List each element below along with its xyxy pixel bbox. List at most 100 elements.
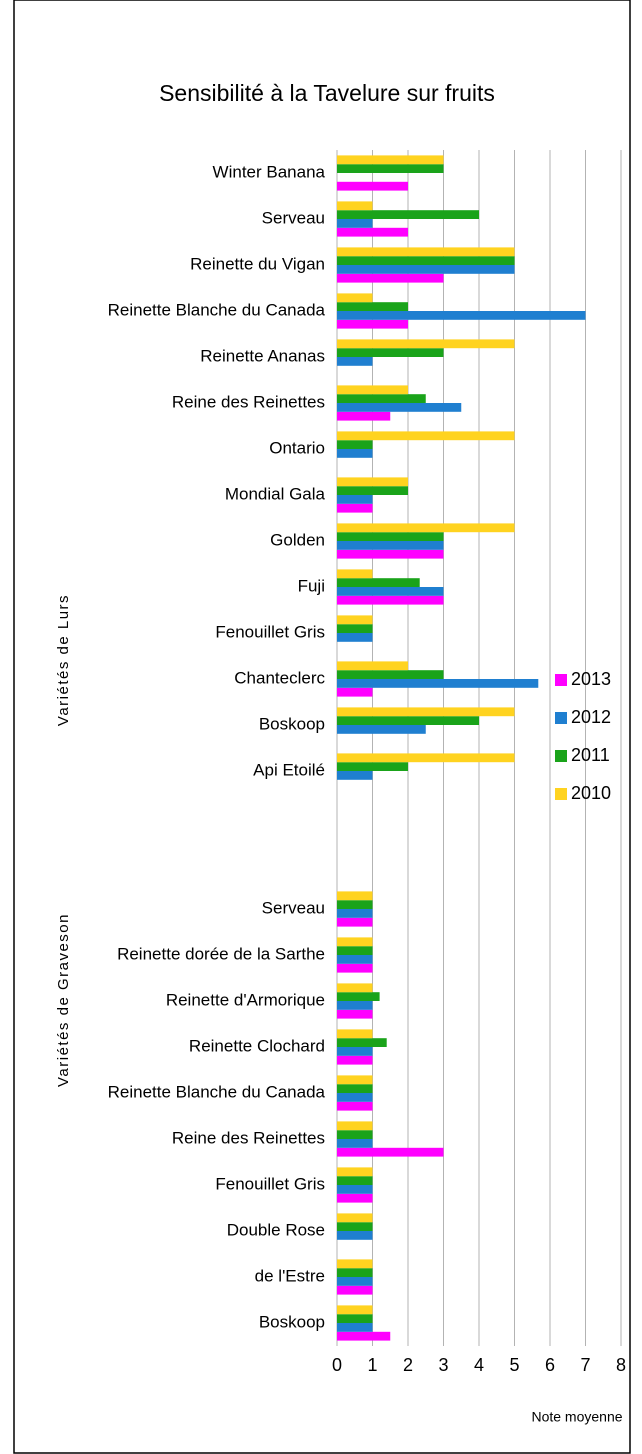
y-tick-label: Fuji [298, 576, 325, 595]
x-tick-label: 7 [580, 1355, 590, 1375]
y-tick-label: Reine des Reinettes [172, 1128, 325, 1147]
y-tick-label: Reinette Clochard [189, 1036, 325, 1055]
bar [337, 1101, 373, 1111]
y-tick-label: Reinette Blanche du Canada [108, 300, 326, 319]
y-tick-label: Winter Banana [213, 162, 326, 181]
x-tick-label: 3 [438, 1355, 448, 1375]
bar [337, 946, 373, 955]
x-tick-label: 0 [332, 1355, 342, 1375]
y-tick-label: Reinette d'Armorique [166, 990, 325, 1009]
bar [337, 937, 373, 947]
bar [337, 1009, 373, 1019]
bar [337, 1001, 373, 1010]
x-tick-label: 8 [616, 1355, 626, 1375]
bar [337, 1055, 373, 1065]
bar [337, 440, 373, 449]
bar [337, 549, 444, 559]
y-tick-label: Golden [270, 530, 325, 549]
legend-label: 2010 [571, 783, 611, 803]
bar [337, 273, 444, 283]
bar [337, 477, 408, 487]
bar [337, 348, 444, 357]
bar [337, 541, 444, 550]
x-tick-label: 2 [403, 1355, 413, 1375]
y-tick-label: Reine des Reinettes [172, 392, 325, 411]
bar [337, 615, 373, 625]
legend-swatch [555, 674, 567, 686]
bar [337, 909, 373, 918]
legend-label: 2013 [571, 669, 611, 689]
bar [337, 256, 515, 265]
bar [337, 1259, 373, 1269]
bar [337, 394, 426, 403]
y-tick-label: Serveau [262, 898, 325, 917]
y-tick-label: Fenouillet Gris [215, 622, 325, 641]
x-axis-label: Note moyenne [531, 1409, 622, 1425]
bar [337, 1139, 373, 1148]
bar [337, 523, 515, 533]
legend-swatch [555, 712, 567, 724]
y-tick-label: Api Etoilé [253, 760, 325, 779]
bar [337, 707, 515, 717]
bar [337, 1185, 373, 1194]
bar [337, 403, 462, 412]
bar [337, 293, 373, 303]
y-tick-label: Mondial Gala [225, 484, 326, 503]
bar [337, 181, 408, 191]
bar [337, 955, 373, 964]
legend-label: 2011 [571, 745, 610, 765]
bar [337, 687, 373, 697]
frame [13, 0, 631, 1454]
bar [337, 311, 586, 320]
y-tick-label: Fenouillet Gris [215, 1174, 325, 1193]
bar [337, 265, 515, 274]
bar [337, 1029, 373, 1039]
bar [337, 891, 373, 901]
y-tick-label: Chanteclerc [234, 668, 325, 687]
bar [337, 661, 408, 671]
bar [337, 587, 444, 596]
bar [337, 219, 373, 228]
bar [337, 1193, 373, 1203]
bar [337, 569, 373, 579]
bar [337, 532, 444, 541]
bar [337, 1268, 373, 1277]
group-label: Variétés de Graveson [55, 913, 72, 1087]
bar [337, 431, 515, 441]
bar [337, 917, 373, 927]
bar [337, 1277, 373, 1286]
bar [337, 595, 444, 605]
x-tick-label: 1 [367, 1355, 377, 1375]
bar [337, 1084, 373, 1093]
y-tick-label: Boskoop [259, 1312, 325, 1331]
bar [337, 357, 373, 366]
bar [337, 164, 444, 173]
bar [337, 900, 373, 909]
bar [337, 1231, 373, 1240]
y-tick-label: Reinette du Vigan [190, 254, 325, 273]
bar [337, 302, 408, 311]
bar [337, 1314, 373, 1323]
bar [337, 1323, 373, 1332]
bar [337, 411, 391, 421]
y-tick-label: Ontario [269, 438, 325, 457]
bar [337, 201, 373, 211]
x-tick-label: 5 [509, 1355, 519, 1375]
legend-swatch [555, 750, 567, 762]
x-tick-label: 4 [474, 1355, 484, 1375]
bar [337, 319, 408, 329]
bar [337, 1121, 373, 1131]
y-tick-label: Boskoop [259, 714, 325, 733]
bar [337, 1047, 373, 1056]
bar [337, 1285, 373, 1295]
bar [337, 753, 515, 763]
bar [337, 385, 408, 395]
legend-swatch [555, 788, 567, 800]
bar [337, 339, 515, 349]
bar [337, 227, 408, 237]
bar [337, 1038, 387, 1047]
bar [337, 247, 515, 257]
bar [337, 1305, 373, 1315]
